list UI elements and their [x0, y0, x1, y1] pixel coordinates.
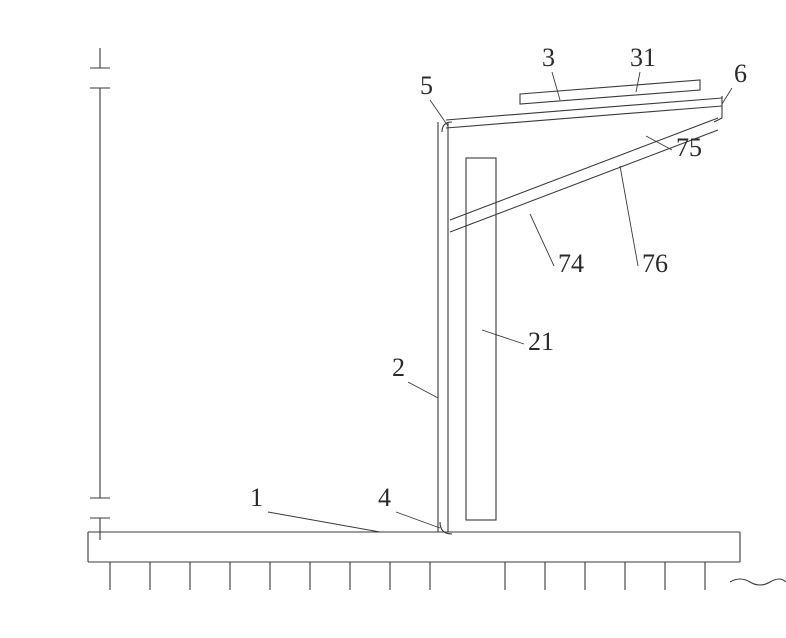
- label-text-2: 2: [392, 353, 405, 382]
- label-text-74: 74: [558, 249, 584, 278]
- base-slab: [88, 532, 740, 590]
- label-text-3: 3: [542, 43, 555, 72]
- label-text-4: 4: [378, 483, 391, 512]
- label-1: 1: [250, 483, 380, 532]
- label-2: 2: [392, 353, 438, 398]
- label-text-1: 1: [250, 483, 263, 512]
- label-6: 6: [722, 59, 747, 104]
- label-5: 5: [420, 71, 448, 126]
- label-4: 4: [378, 483, 440, 528]
- vertical-wall: [438, 122, 448, 532]
- label-text-6: 6: [734, 59, 747, 88]
- label-74: 74: [530, 214, 584, 278]
- label-text-31: 31: [630, 43, 656, 72]
- label-75: 75: [646, 133, 702, 162]
- fillet-top: [442, 122, 452, 132]
- top-slab: [446, 80, 722, 128]
- label-text-75: 75: [676, 133, 702, 162]
- centerline: [90, 48, 110, 540]
- label-76: 76: [620, 166, 668, 278]
- diagram-canvas: 1 2 3 4 5 6 21 31 74 75 76: [0, 0, 786, 638]
- label-text-21: 21: [528, 327, 554, 356]
- label-text-5: 5: [420, 71, 433, 100]
- label-21: 21: [482, 327, 554, 356]
- ground-line: [730, 579, 786, 585]
- label-text-76: 76: [642, 249, 668, 278]
